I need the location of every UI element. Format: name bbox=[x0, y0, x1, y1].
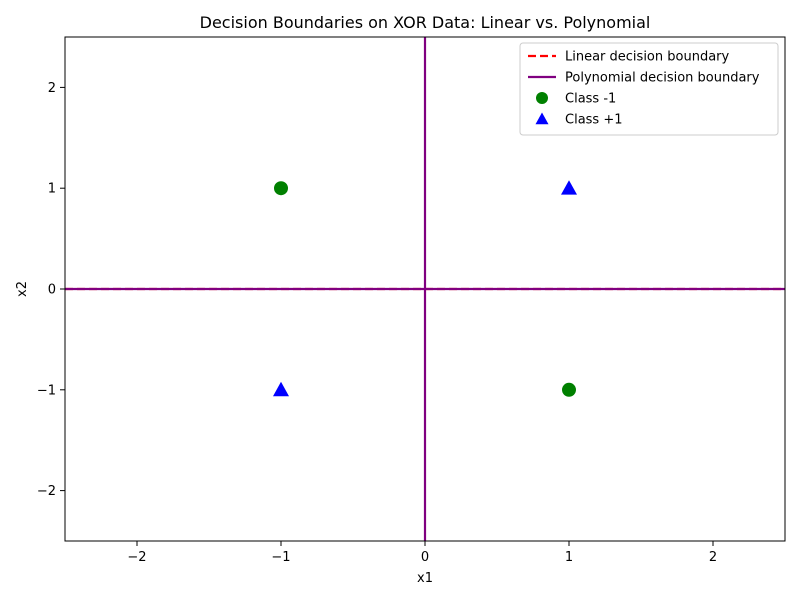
y-tick-label-4: 2 bbox=[48, 81, 56, 96]
y-tick-label-1: −1 bbox=[37, 383, 56, 398]
x-tick-label-3: 1 bbox=[565, 550, 573, 565]
class-1-point-0 bbox=[274, 181, 288, 196]
x-tick-label-0: −2 bbox=[127, 550, 146, 565]
x-axis-label: x1 bbox=[417, 571, 433, 586]
legend-label-1: Polynomial decision boundary bbox=[565, 71, 760, 86]
x-tick-label-4: 2 bbox=[709, 550, 717, 565]
legend-label-2: Class -1 bbox=[565, 92, 616, 107]
class-1-point-0 bbox=[561, 180, 577, 195]
plot-area: −2 −1 0 1 2 −2 −1 0 1 2 bbox=[37, 36, 786, 565]
legend-label-0: Linear decision boundary bbox=[565, 50, 730, 65]
legend: Linear decision boundary Polynomial decis… bbox=[519, 42, 779, 136]
y-tick-label-2: 0 bbox=[48, 283, 56, 298]
legend-handle-2 bbox=[536, 92, 548, 104]
plot-content bbox=[65, 37, 785, 541]
y-tick-label-0: −2 bbox=[37, 484, 56, 499]
legend-box bbox=[519, 42, 779, 136]
class-1-point-1 bbox=[562, 382, 576, 397]
y-axis-label: x2 bbox=[15, 281, 30, 297]
legend-label-3: Class +1 bbox=[565, 113, 623, 128]
x-tick-label-2: 0 bbox=[421, 550, 429, 565]
class-1-point-1 bbox=[273, 381, 289, 397]
y-tick-label-3: 1 bbox=[48, 182, 56, 197]
chart-title: Decision Boundaries on XOR Data: Linear … bbox=[200, 13, 651, 32]
x-tick-label-1: −1 bbox=[271, 550, 290, 565]
legend-handle-3 bbox=[535, 112, 549, 125]
